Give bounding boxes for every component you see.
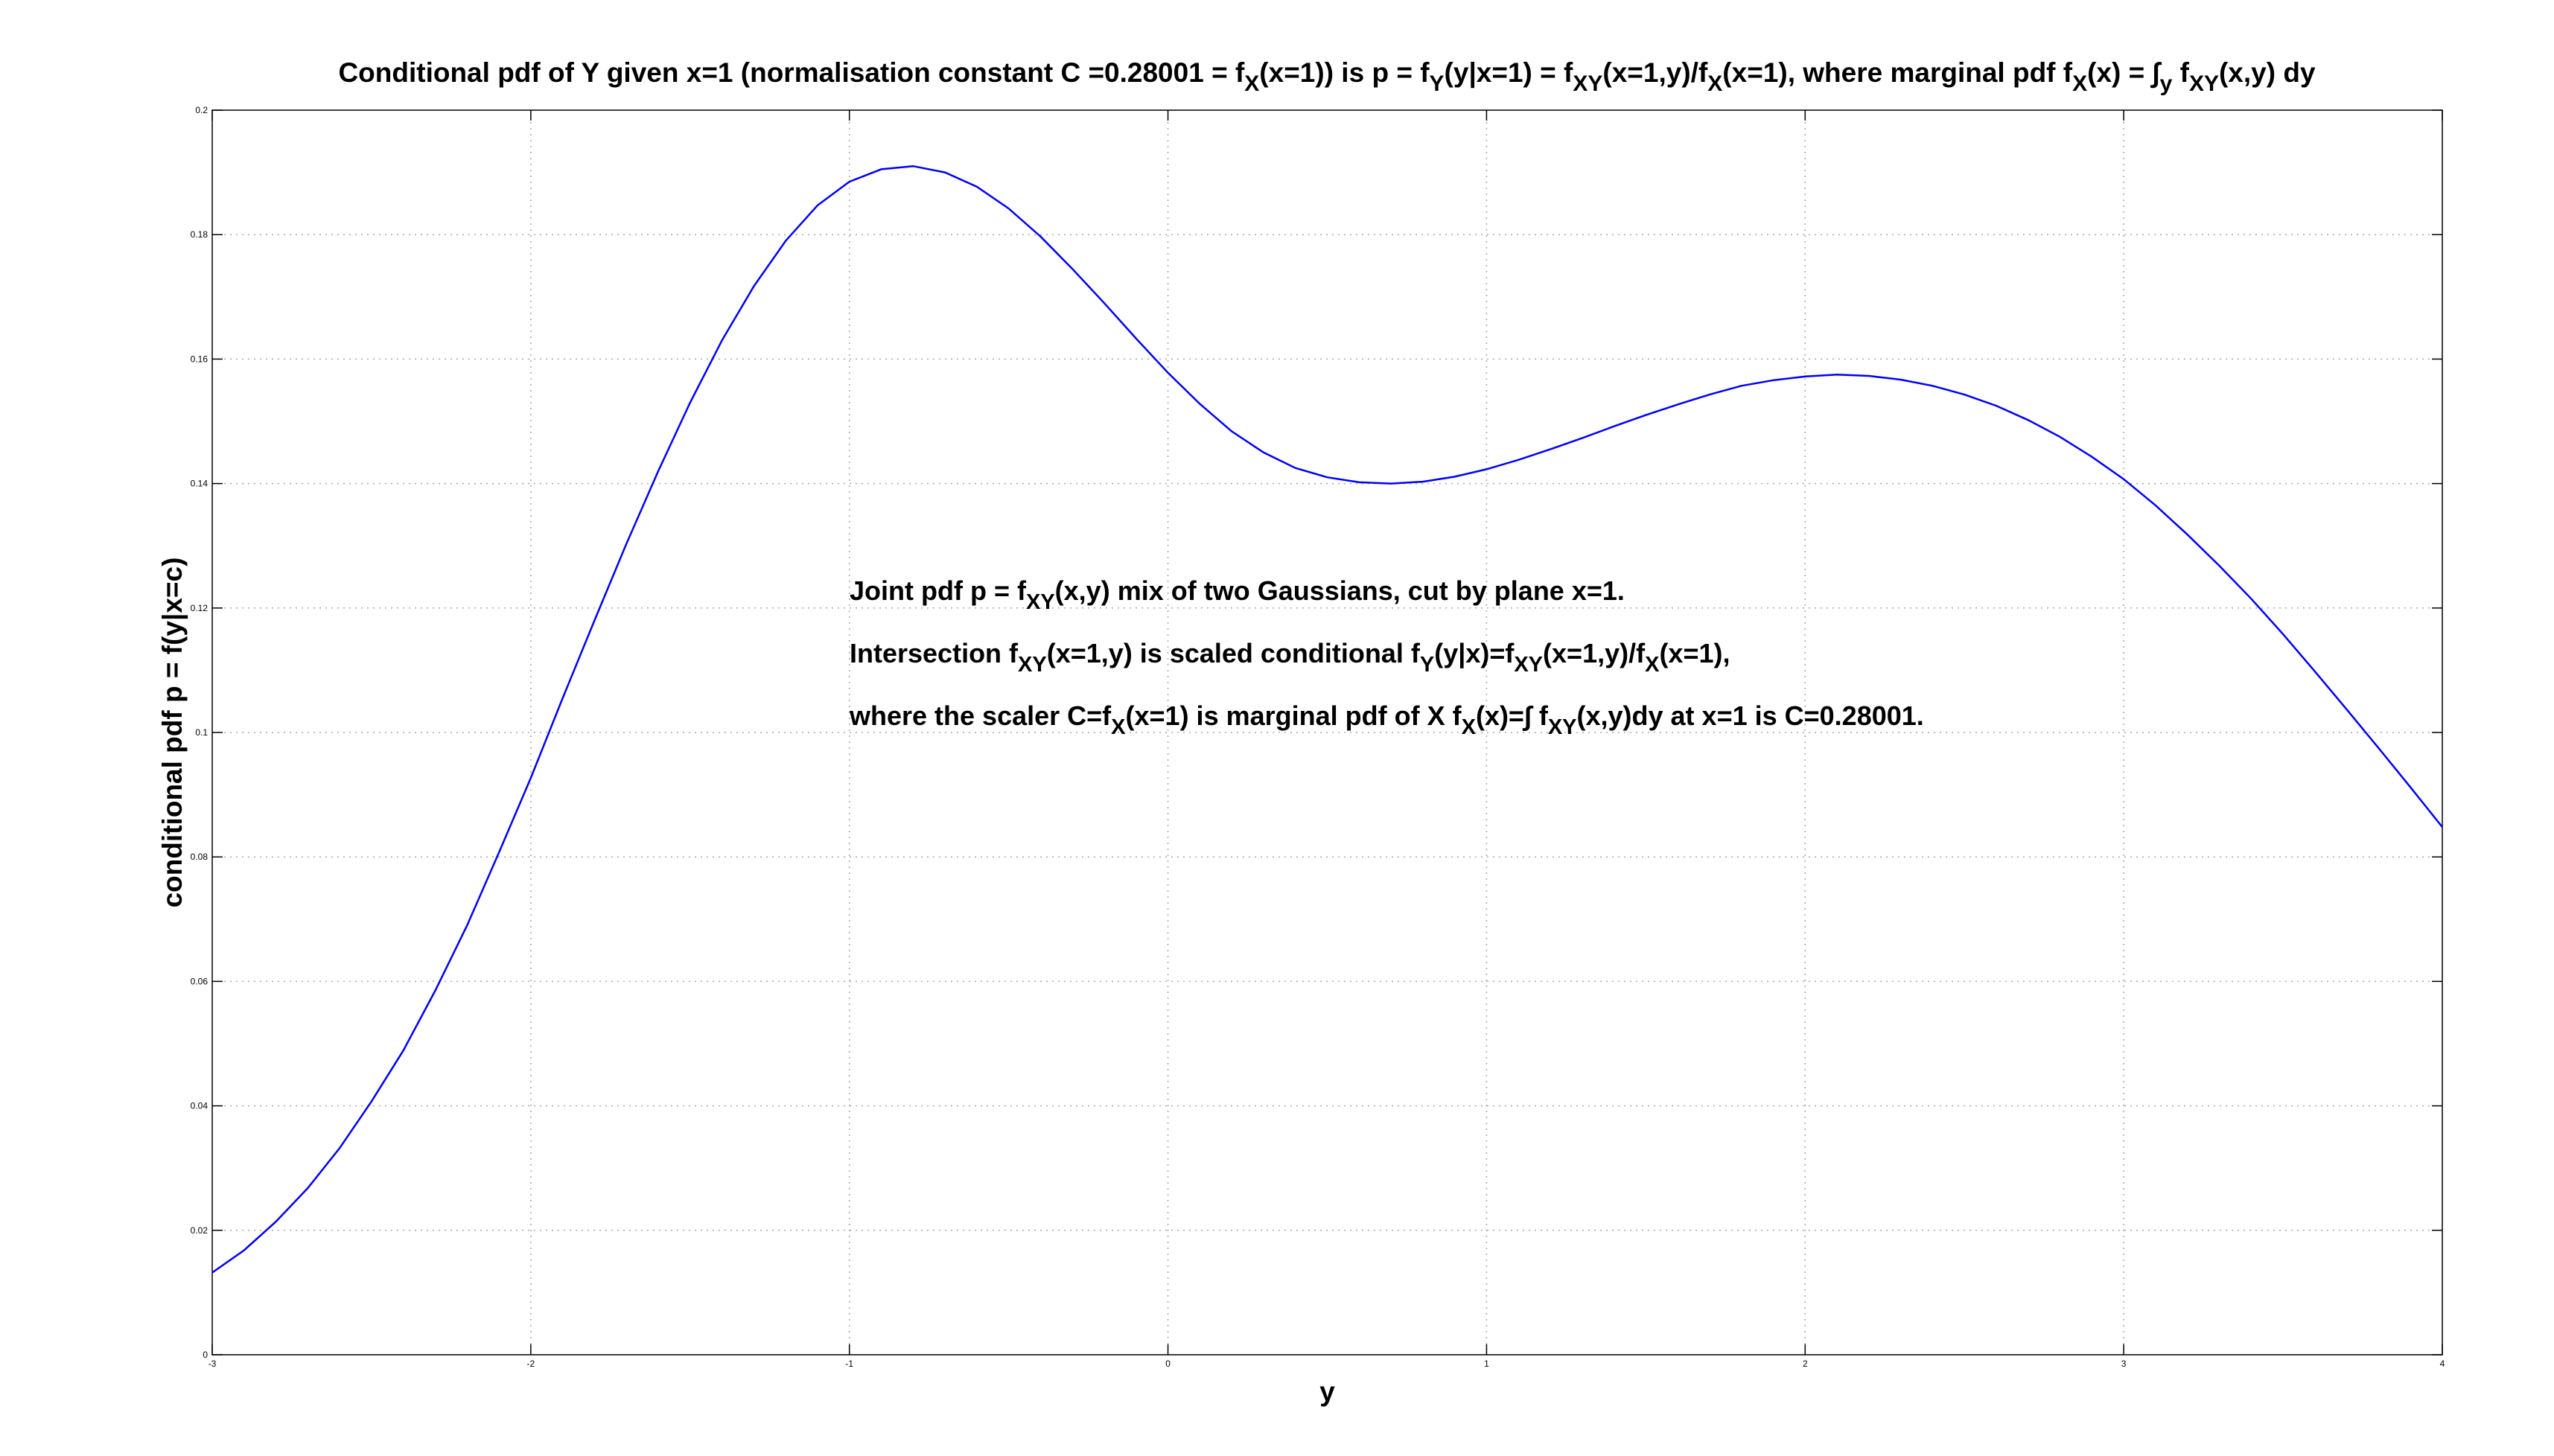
subscript-segment: X [1244, 71, 1259, 96]
subscript-segment: XY [2189, 71, 2219, 96]
x-tick-label: -2 [527, 1358, 535, 1369]
text-segment: f [2172, 57, 2189, 88]
text-segment: (x)=∫ f [1476, 700, 1549, 731]
text-segment: (x=1) is marginal pdf of X f [1126, 700, 1462, 731]
y-tick-label: 0.14 [191, 479, 208, 489]
text-segment: (x=1), where marginal pdf f [1722, 57, 2072, 88]
text-segment: where the scaler C=f [849, 700, 1112, 731]
text-segment: (y|x)=f [1434, 638, 1515, 669]
subscript-segment: y [2160, 71, 2173, 96]
text-segment: (x=1)) is p = f [1259, 57, 1430, 88]
subscript-segment: XY [1018, 653, 1047, 677]
tick-labels: -3 -2 -1 0 1 2 3 4 0 0.02 0.04 0.06 0.08 0.1 0.12 0.14 0… [191, 105, 2445, 1369]
subscript-segment: X [1707, 71, 1722, 96]
text-segment: (x,y) mix of two Gaussians, cut by plane… [1055, 575, 1625, 606]
x-tick-label: 3 [2121, 1358, 2127, 1369]
y-tick-label: 0.04 [191, 1101, 208, 1111]
text-segment: (y|x=1) = f [1445, 57, 1574, 89]
annotation-block: Joint pdf p = fXY(x,y) mix of two Gaussi… [849, 575, 1924, 739]
subscript-segment: X [1462, 715, 1477, 739]
text-segment: (x) = ∫ [2087, 57, 2162, 89]
y-tick-label: 0.18 [191, 229, 208, 240]
x-tick-label: 0 [1165, 1358, 1171, 1369]
text-segment: (x=1,y) is scaled conditional f [1047, 638, 1421, 668]
x-tick-label: 2 [1803, 1358, 1808, 1369]
x-tick-label: -1 [845, 1358, 853, 1369]
y-tick-label: 0.1 [195, 727, 208, 738]
y-tick-label: 0.02 [191, 1225, 208, 1236]
y-tick-label: 0.08 [191, 852, 208, 862]
y-tick-label: 0.2 [195, 105, 208, 115]
subscript-segment: X [1111, 715, 1126, 739]
ticks [211, 109, 2443, 1356]
subscript-segment: X [2072, 71, 2087, 96]
y-tick-label: 0.12 [191, 603, 208, 613]
x-tick-label: -3 [208, 1358, 217, 1369]
text-segment: (x=1,y)/f [1543, 638, 1646, 668]
annotation-line: Intersection fXY(x=1,y) is scaled condit… [850, 638, 1730, 677]
text-segment: (x,y) dy [2219, 57, 2316, 88]
subscript-segment: X [1645, 653, 1660, 677]
text-segment: (x=1,y)/f [1602, 57, 1708, 88]
annotation-line: where the scaler C=fX(x=1) is marginal p… [849, 700, 1924, 739]
y-tick-label: 0.16 [191, 354, 208, 364]
y-axis-label: conditional pdf p = f(y|x=c) [157, 558, 188, 908]
grid [212, 110, 2442, 1355]
x-tick-label: 1 [1484, 1358, 1489, 1369]
y-tick-label: 0 [203, 1350, 208, 1360]
subscript-segment: Y [1430, 71, 1445, 96]
text-segment: Joint pdf p = f [850, 575, 1027, 606]
conditional-pdf-curve [211, 165, 2443, 1274]
subscript-segment: XY [1548, 715, 1577, 739]
text-segment: Intersection f [850, 638, 1019, 668]
annotation-line: Joint pdf p = fXY(x,y) mix of two Gaussi… [850, 575, 1625, 614]
subscript-segment: XY [1514, 653, 1543, 677]
chart-title: Conditional pdf of Y given x=1 (normalis… [338, 57, 2315, 96]
subscript-segment: Y [1420, 653, 1434, 677]
x-axis-label: y [1319, 1376, 1335, 1407]
y-tick-label: 0.06 [191, 976, 208, 986]
x-tick-label: 4 [2440, 1358, 2445, 1369]
subscript-segment: XY [1026, 590, 1055, 614]
text-segment: (x=1), [1659, 638, 1730, 668]
subscript-segment: XY [1573, 71, 1602, 96]
text-segment: (x,y)dy at x=1 is C=0.28001. [1577, 700, 1924, 731]
text-segment: Conditional pdf of Y given x=1 (normalis… [338, 57, 1245, 88]
